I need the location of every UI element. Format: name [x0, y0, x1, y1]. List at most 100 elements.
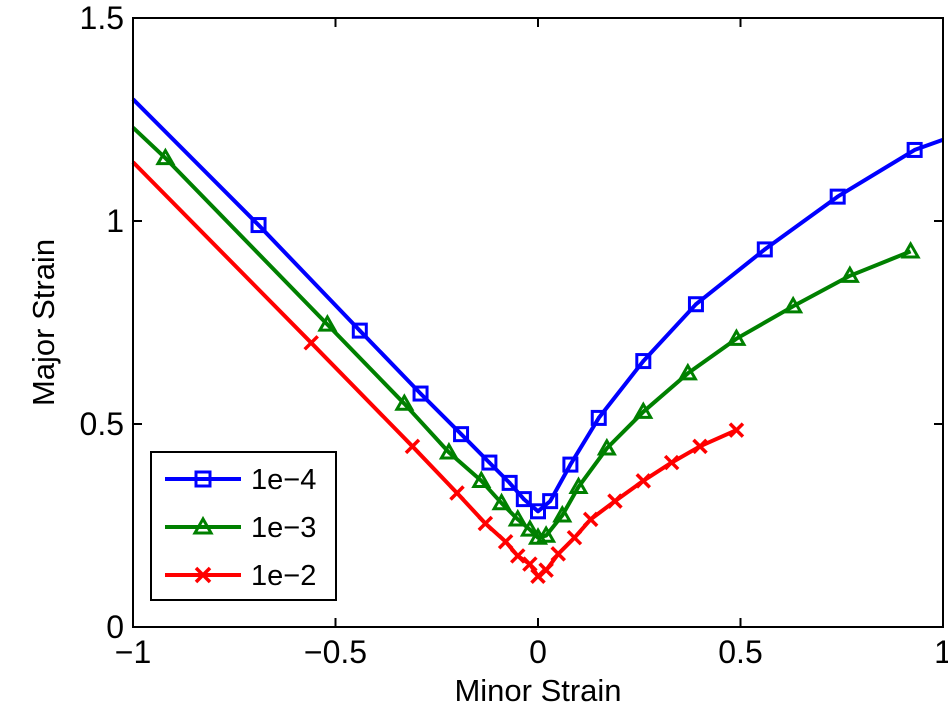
data-point-marker	[590, 409, 607, 426]
data-point-marker-center	[487, 461, 491, 465]
data-point-marker	[303, 335, 319, 351]
x-marker-stroke	[550, 546, 566, 562]
data-point-marker	[394, 393, 415, 411]
data-point-marker	[829, 188, 846, 205]
data-point-marker	[519, 519, 540, 537]
legend-item: 1e−4	[165, 464, 316, 496]
y-tick-label: 1	[106, 203, 124, 239]
data-point-marker	[663, 454, 680, 471]
data-point-marker	[552, 504, 573, 523]
data-point-marker	[530, 503, 546, 520]
legend: 1e−4 1e−3 1e−2	[150, 451, 337, 601]
data-point-marker-center	[358, 329, 362, 333]
x-marker-stroke	[692, 438, 708, 455]
x-tick-label: 0.5	[718, 634, 762, 670]
x-marker-stroke	[607, 493, 623, 509]
data-point-marker-center	[694, 302, 698, 306]
series-layer	[131, 97, 944, 584]
data-point-marker	[404, 438, 421, 455]
axis-layer: −1 −0.5 0 0.5 1 0 0.5 1 1.5	[80, 0, 948, 670]
data-point-marker-center	[459, 432, 463, 436]
data-point-marker	[542, 493, 559, 510]
x-marker-stroke	[449, 485, 465, 501]
data-point-marker-center	[597, 416, 601, 420]
series-1	[131, 97, 944, 520]
x-marker-stroke	[303, 335, 319, 351]
data-point-marker-center	[548, 499, 552, 503]
data-point-marker	[687, 296, 704, 313]
y-axis-title: Major Strain	[26, 239, 61, 406]
data-point-marker	[900, 240, 921, 259]
data-point-marker	[538, 562, 554, 578]
data-point-marker	[501, 474, 518, 491]
data-point-marker-center	[419, 392, 423, 396]
data-point-marker	[692, 438, 708, 455]
data-point-marker	[596, 437, 617, 456]
data-point-marker	[839, 265, 860, 283]
x-marker-stroke	[497, 534, 514, 550]
y-tick-label: 0.5	[80, 406, 124, 442]
x-tick-label: −1	[115, 634, 151, 670]
x-marker-stroke	[728, 422, 745, 438]
data-point-marker	[635, 353, 652, 370]
legend-item: 1e−2	[165, 560, 316, 592]
data-point-marker-center	[641, 359, 645, 363]
data-point-marker	[438, 441, 459, 460]
data-point-marker	[497, 534, 514, 550]
x-marker-stroke	[404, 438, 421, 455]
data-point-marker	[633, 401, 654, 419]
data-point-marker	[726, 328, 747, 346]
y-tick-label: 1.5	[80, 0, 124, 36]
data-point-marker	[477, 515, 494, 532]
x-marker-stroke	[538, 562, 554, 578]
x-tick-label: 0	[529, 634, 547, 670]
data-point-marker	[677, 362, 698, 381]
data-point-marker-center	[522, 497, 526, 501]
data-point-marker	[491, 492, 512, 511]
legend-label: 1e−4	[251, 464, 316, 496]
x-marker-stroke	[663, 454, 680, 471]
data-point-marker	[250, 217, 267, 234]
data-point-marker	[317, 314, 338, 332]
x-marker-stroke	[194, 566, 212, 584]
data-point-marker	[607, 493, 623, 509]
x-marker-stroke	[477, 515, 494, 532]
data-point-marker	[582, 511, 599, 528]
x-tick-label: −0.5	[304, 634, 367, 670]
data-point-marker-center	[257, 223, 261, 227]
x-axis-title: Minor Strain	[454, 673, 621, 708]
data-point-marker	[562, 456, 579, 473]
x-marker-stroke	[566, 529, 583, 546]
x-tick-label: 1	[934, 634, 948, 670]
data-point-marker	[510, 548, 526, 564]
data-point-marker	[194, 566, 212, 584]
data-point-marker	[192, 515, 214, 535]
series-3	[131, 160, 745, 584]
data-point-marker-center	[913, 148, 917, 152]
data-point-marker	[481, 454, 498, 471]
data-point-marker	[728, 422, 745, 438]
data-point-marker	[522, 556, 538, 572]
x-marker-stroke	[522, 556, 538, 572]
legend-item: 1e−3	[165, 512, 316, 544]
y-tick-label: 0	[106, 609, 124, 645]
legend-label: 1e−3	[251, 512, 316, 544]
data-point-marker	[453, 426, 470, 443]
data-point-marker	[507, 508, 528, 527]
data-point-marker	[471, 470, 492, 488]
data-point-marker	[635, 473, 652, 489]
data-point-marker-center	[568, 463, 572, 467]
x-marker-stroke	[582, 511, 599, 528]
data-point-marker-center	[836, 195, 840, 199]
data-point-marker	[351, 322, 368, 339]
data-point-marker-center	[763, 247, 767, 251]
data-point-marker	[194, 470, 212, 488]
data-point-marker-center	[508, 481, 512, 485]
data-point-marker-center	[201, 477, 205, 481]
data-point-marker	[536, 525, 557, 543]
data-point-marker	[550, 546, 566, 562]
data-point-marker	[756, 241, 773, 258]
data-point-marker	[906, 141, 923, 158]
data-point-marker	[412, 385, 429, 402]
